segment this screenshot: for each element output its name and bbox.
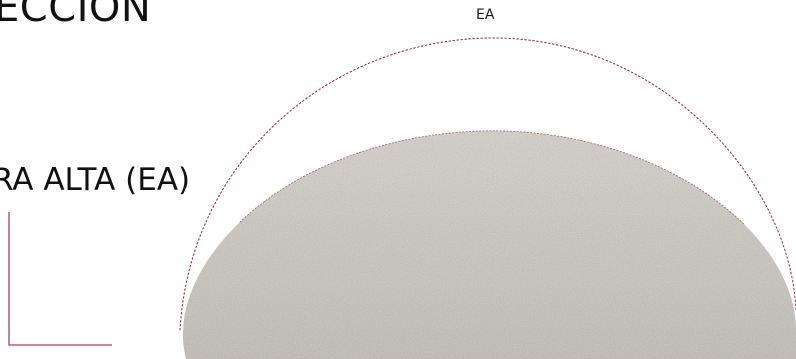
arc-label: EA	[476, 7, 495, 23]
label-leader-line	[8, 212, 112, 346]
dome-shape	[182, 130, 796, 359]
measurement-label: RA ALTA (EA)	[0, 162, 191, 198]
section-heading: ECCION	[0, 0, 152, 31]
dome-dotted-outline	[239, 130, 746, 226]
dotted-measurement-arc	[179, 37, 796, 331]
